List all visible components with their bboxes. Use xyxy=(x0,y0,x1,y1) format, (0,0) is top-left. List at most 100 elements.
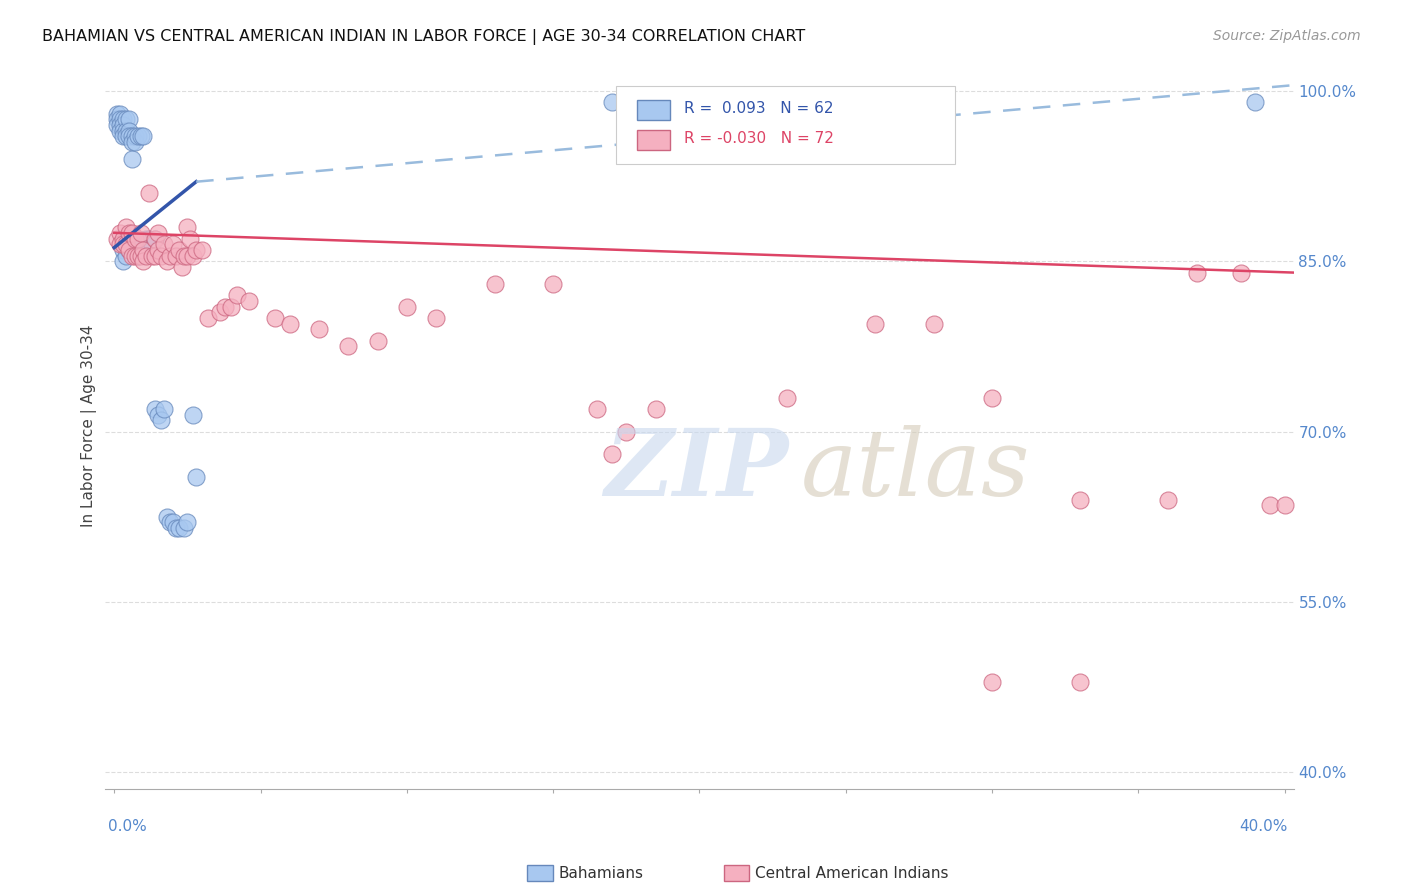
Point xyxy=(181,408,204,422)
Point xyxy=(170,260,193,274)
Point xyxy=(179,231,201,245)
Point xyxy=(673,95,696,110)
Point xyxy=(143,401,166,416)
Point xyxy=(600,95,623,110)
Point xyxy=(146,408,169,422)
Point xyxy=(150,413,173,427)
Point xyxy=(115,123,138,137)
Point xyxy=(600,447,623,461)
Point xyxy=(159,516,181,530)
Point xyxy=(141,248,163,262)
Point xyxy=(1069,674,1091,689)
Point xyxy=(108,123,131,137)
Point xyxy=(308,322,330,336)
Point xyxy=(922,317,945,331)
Point xyxy=(264,311,287,326)
Point xyxy=(238,293,260,308)
Point xyxy=(143,231,166,245)
Point xyxy=(121,152,143,166)
Point xyxy=(176,248,198,262)
Point xyxy=(162,237,184,252)
Point xyxy=(186,243,208,257)
Point xyxy=(484,277,506,291)
Point xyxy=(132,254,155,268)
Point xyxy=(118,226,141,240)
Point xyxy=(108,237,131,252)
Point xyxy=(165,248,187,262)
Point xyxy=(124,231,146,245)
Point xyxy=(1244,95,1267,110)
Point xyxy=(105,231,128,245)
Point xyxy=(186,470,208,484)
Point xyxy=(981,674,1004,689)
Text: atlas: atlas xyxy=(800,425,1031,515)
Point xyxy=(124,135,146,149)
Point xyxy=(115,220,138,235)
Point xyxy=(129,226,152,240)
Point xyxy=(173,248,195,262)
Point xyxy=(115,231,138,245)
Point xyxy=(115,112,138,127)
Point xyxy=(165,521,187,535)
Point xyxy=(108,112,131,127)
Point xyxy=(153,401,176,416)
Point xyxy=(214,300,236,314)
Point xyxy=(176,516,198,530)
Text: BAHAMIAN VS CENTRAL AMERICAN INDIAN IN LABOR FORCE | AGE 30-34 CORRELATION CHART: BAHAMIAN VS CENTRAL AMERICAN INDIAN IN L… xyxy=(42,29,806,45)
Point xyxy=(146,243,169,257)
Point xyxy=(105,112,128,127)
Point xyxy=(159,248,181,262)
Point xyxy=(118,243,141,257)
Bar xyxy=(637,100,669,120)
Point xyxy=(124,231,146,245)
Point xyxy=(124,248,146,262)
Point xyxy=(1069,492,1091,507)
Point xyxy=(127,248,149,262)
Point xyxy=(124,243,146,257)
Point xyxy=(111,254,134,268)
Point xyxy=(367,334,389,348)
Point xyxy=(226,288,249,302)
Point xyxy=(167,521,190,535)
Y-axis label: In Labor Force | Age 30-34: In Labor Force | Age 30-34 xyxy=(82,325,97,527)
Point xyxy=(108,118,131,132)
Point xyxy=(115,129,138,144)
Point xyxy=(138,243,160,257)
Text: Central American Indians: Central American Indians xyxy=(755,866,949,880)
Point xyxy=(135,248,157,262)
Text: Source: ZipAtlas.com: Source: ZipAtlas.com xyxy=(1213,29,1361,43)
Point xyxy=(118,231,141,245)
Point xyxy=(425,311,447,326)
Point xyxy=(138,186,160,200)
Point xyxy=(105,106,128,120)
Point xyxy=(150,248,173,262)
Point xyxy=(197,311,219,326)
Point xyxy=(111,129,134,144)
Point xyxy=(111,237,134,252)
Point xyxy=(153,237,176,252)
Point xyxy=(219,300,242,314)
Text: R = -0.030   N = 72: R = -0.030 N = 72 xyxy=(685,131,834,146)
Point xyxy=(143,248,166,262)
Point xyxy=(124,129,146,144)
Point xyxy=(395,300,418,314)
Point xyxy=(156,254,179,268)
Point xyxy=(141,237,163,252)
Point xyxy=(156,509,179,524)
Point xyxy=(127,248,149,262)
Point xyxy=(108,226,131,240)
Point xyxy=(121,231,143,245)
Point xyxy=(1274,499,1296,513)
Point xyxy=(127,237,149,252)
Point xyxy=(1230,266,1253,280)
Point xyxy=(614,425,637,439)
Point xyxy=(981,391,1004,405)
Point xyxy=(143,231,166,245)
Point xyxy=(129,248,152,262)
Point xyxy=(115,237,138,252)
Text: ZIP: ZIP xyxy=(605,425,789,515)
Point xyxy=(191,243,214,257)
Point xyxy=(1258,499,1281,513)
Point xyxy=(146,226,169,240)
Point xyxy=(111,231,134,245)
